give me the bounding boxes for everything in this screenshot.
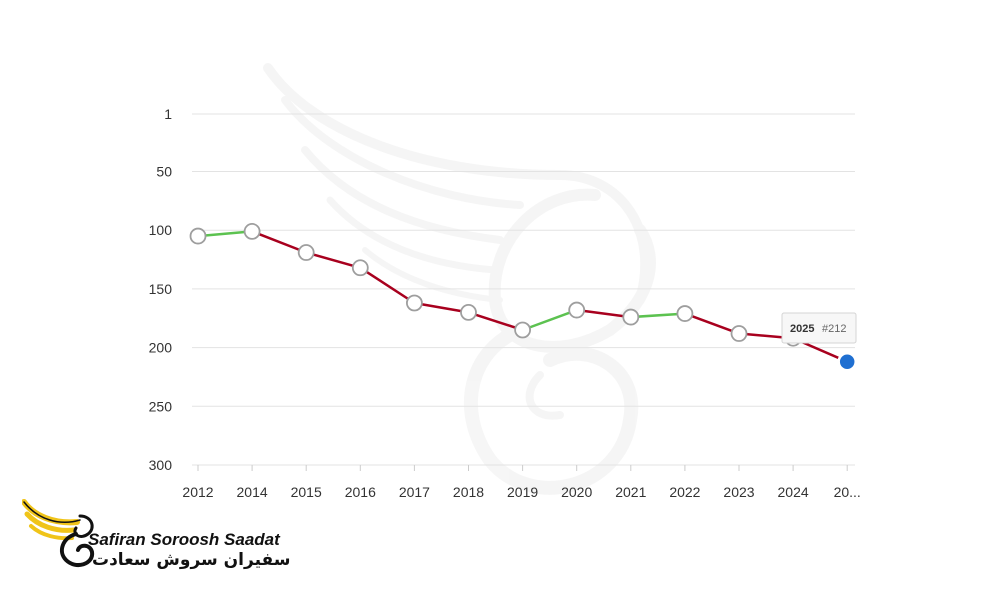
tooltip: 2025 #212 — [781, 312, 857, 344]
tooltip-year: 2025 — [790, 323, 814, 335]
data-point — [622, 308, 640, 326]
x-tick-label: 2020 — [561, 484, 592, 500]
x-tick-label: 2024 — [778, 484, 809, 500]
series-segment — [683, 312, 741, 335]
series-segment — [629, 312, 687, 319]
y-tick-label: 250 — [149, 398, 173, 414]
brand-logo: Safiran Soroosh Saadat سفیران سروش سعادت — [22, 494, 292, 578]
x-tick-label: 2019 — [507, 484, 538, 500]
data-point — [297, 244, 315, 261]
series-segment — [250, 230, 308, 254]
y-tick-label: 150 — [149, 281, 173, 297]
brand-name-fa: سفیران سروش سعادت — [92, 550, 291, 570]
data-point — [730, 325, 748, 342]
data-point — [405, 294, 423, 312]
x-tick-label: 2015 — [291, 484, 322, 500]
series-segment — [467, 311, 524, 332]
y-tick-label: 1 — [164, 106, 172, 122]
brand-name: Safiran Soroosh Saadat — [88, 530, 280, 549]
tooltip-box — [781, 312, 857, 344]
data-point — [189, 227, 207, 245]
data-point — [568, 301, 586, 319]
series-segment — [413, 301, 470, 314]
data-point — [351, 259, 369, 277]
series-segment — [196, 230, 254, 238]
x-tick-label: 2012 — [182, 484, 213, 500]
y-tick-label: 300 — [149, 457, 173, 473]
x-tick-label: 2023 — [723, 484, 754, 500]
y-tick-label: 200 — [149, 340, 173, 356]
series-points — [189, 222, 857, 372]
x-tick-label: 2016 — [345, 484, 376, 500]
x-axis: 2012 2014 2015 2016 2017 2018 2019 2020 2021 2022… — [182, 465, 861, 500]
y-tick-label: 50 — [156, 164, 172, 180]
tooltip-rank: #212 — [822, 323, 846, 335]
series-segment — [359, 266, 416, 305]
winged-s-logo-icon — [22, 499, 95, 568]
winged-s-watermark-icon — [263, 63, 656, 495]
grid-lines — [192, 113, 855, 466]
highlighted-data-point — [837, 351, 857, 372]
x-tick-label: 2017 — [399, 484, 430, 500]
series-segment — [521, 308, 578, 332]
x-tick-label: 2014 — [237, 484, 268, 500]
x-tick-label: 2022 — [669, 484, 700, 500]
data-point — [243, 222, 261, 240]
x-tick-label: 20... — [834, 484, 861, 500]
series-segment — [304, 251, 362, 270]
series-segment — [575, 308, 633, 319]
x-tick-label: 2018 — [453, 484, 484, 500]
data-point — [514, 321, 531, 339]
y-tick-label: 100 — [149, 222, 173, 238]
data-point — [676, 305, 694, 322]
data-point — [460, 303, 477, 321]
x-tick-label: 2021 — [615, 484, 646, 500]
